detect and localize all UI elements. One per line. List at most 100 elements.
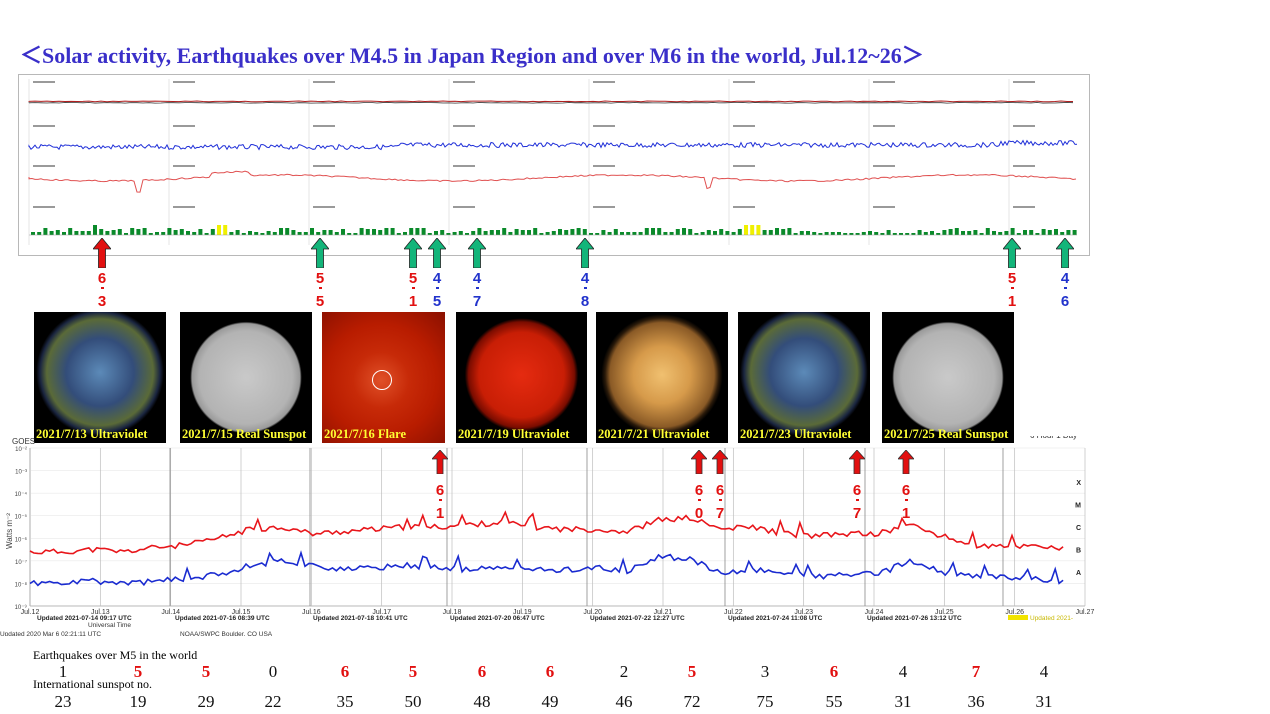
proton-title <box>733 81 755 83</box>
electron-title <box>593 125 615 127</box>
proton-line-2 <box>28 102 1074 104</box>
x-tick-label: Jul.12 <box>21 609 40 616</box>
electron-title <box>33 125 55 127</box>
kp-bar <box>483 231 488 235</box>
marker-dash <box>319 287 322 289</box>
chart-header-left: GOES <box>12 437 35 446</box>
kp-bar <box>607 232 612 235</box>
upper-marker-digit-1: 5 <box>408 270 418 287</box>
kp-bar <box>341 229 345 235</box>
red-arrow-icon <box>93 238 111 268</box>
y-tick-label: 10⁻⁷ <box>15 559 27 566</box>
xray-marker-digit-1: 6 <box>694 482 704 499</box>
page-title: ＜Solar activity, Earthquakes over M4.5 i… <box>20 43 924 68</box>
kp-bar <box>105 231 110 235</box>
updated-label: Updated 2021-07-20 06:47 UTC <box>450 615 545 622</box>
upper-marker-digit-2: 6 <box>1060 293 1070 310</box>
kp-bar <box>824 232 829 235</box>
xray-marker-digit-1: 6 <box>901 482 911 499</box>
eq-world-count: 6 <box>477 662 487 681</box>
sun-image: 2021/7/23 Ultraviolet <box>738 312 870 443</box>
kp-bar <box>378 230 383 235</box>
kp-bar <box>365 229 370 235</box>
electron-title <box>453 125 475 127</box>
kp-bar <box>688 229 693 235</box>
x-tick-label: Jul.22 <box>724 609 743 616</box>
kp-bar <box>775 228 779 235</box>
kp-bar <box>874 232 879 235</box>
electron-title <box>173 125 195 127</box>
kp-bar <box>440 230 445 235</box>
eq-world-count: 6 <box>545 662 555 681</box>
kp-bar <box>601 230 606 235</box>
updated-label: Updated 2021-07-16 08:39 UTC <box>175 615 270 622</box>
red-arrow-icon <box>691 450 707 474</box>
kp-bar <box>167 228 172 235</box>
kp-bar <box>762 230 767 235</box>
kp-bar <box>880 233 885 235</box>
sunspot-count: 72 <box>683 692 701 711</box>
upper-marker-digit-2: 8 <box>580 293 590 310</box>
kp-bar <box>173 230 178 235</box>
eq-world-count: 5 <box>201 662 211 681</box>
y-tick-label: 10⁻³ <box>15 470 27 476</box>
proton-title <box>873 81 895 83</box>
kp-bar <box>427 233 432 235</box>
sun-image: 2021/7/19 Ultraviolet <box>456 312 587 443</box>
kp-bar <box>1060 232 1065 235</box>
kp-bar <box>923 232 928 235</box>
sunspot-label: International sunspot no. <box>33 677 152 691</box>
kp-bar <box>80 231 85 235</box>
kp-bar <box>706 230 711 235</box>
y-tick-label: 10⁻⁶ <box>15 536 28 543</box>
upper-marker-digit-1: 4 <box>1060 270 1070 287</box>
magnetometer-title <box>313 165 335 167</box>
y-tick-label: 10⁻⁴ <box>15 491 28 498</box>
kp-bar <box>322 230 327 235</box>
kp-bar <box>161 232 166 235</box>
updated-label: Updated 2021-07-22 12:27 UTC <box>590 615 685 622</box>
green-arrow-icon <box>1056 238 1074 268</box>
kp-bar <box>43 228 48 235</box>
green-arrow-icon <box>311 238 329 268</box>
kp-bar <box>849 233 854 235</box>
kp-bar <box>136 229 141 235</box>
green-arrow-icon <box>576 238 594 268</box>
kp-bar <box>148 233 153 235</box>
xray-series-long <box>29 510 1064 555</box>
y-tick-label: 10⁻⁸ <box>15 581 28 588</box>
bottom-mid-label: NOAA/SWPC Boulder, CO USA <box>180 631 273 636</box>
kp-title <box>173 206 195 208</box>
kp-bar <box>954 228 959 235</box>
kp-bar <box>626 232 631 235</box>
kp-bar <box>390 228 395 235</box>
kp-bar <box>837 232 841 235</box>
kp-bar <box>942 230 947 235</box>
magnetometer-title <box>33 165 55 167</box>
kp-bar <box>37 232 42 235</box>
kp-bar <box>768 230 773 235</box>
kp-bar <box>471 231 476 235</box>
xray-marker-digit-1: 6 <box>852 482 862 499</box>
kp-bar <box>434 231 438 235</box>
kp-bar <box>1023 230 1027 235</box>
xray-flux-plot: GOES 6 Hour 1 Day 10⁻² 10⁻³ 10⁻⁴ 10⁻⁵ 10⁻⁶ 10⁻⁷… <box>0 431 1094 638</box>
kp-bar <box>1035 233 1040 235</box>
chart-header-right: 6 Hour 1 Day <box>1030 436 1077 440</box>
kp-bar <box>899 233 903 235</box>
upper-marker-digit-1: 4 <box>580 270 590 287</box>
marker-dash <box>1064 287 1067 289</box>
kp-title <box>453 206 475 208</box>
kp-title <box>873 206 895 208</box>
electron-line <box>28 139 1078 151</box>
kp-bar <box>558 229 562 235</box>
kp-bar <box>477 228 482 235</box>
kp-bar <box>551 231 556 235</box>
green-arrow-icon <box>468 238 486 268</box>
legend-right-label: Updated 2021- <box>1030 615 1073 622</box>
sunspot-count: 35 <box>336 692 354 711</box>
kp-bar <box>917 230 922 235</box>
electron-title <box>733 125 755 127</box>
kp-bar <box>117 229 122 235</box>
upper-marker-digit-2: 5 <box>432 293 442 310</box>
